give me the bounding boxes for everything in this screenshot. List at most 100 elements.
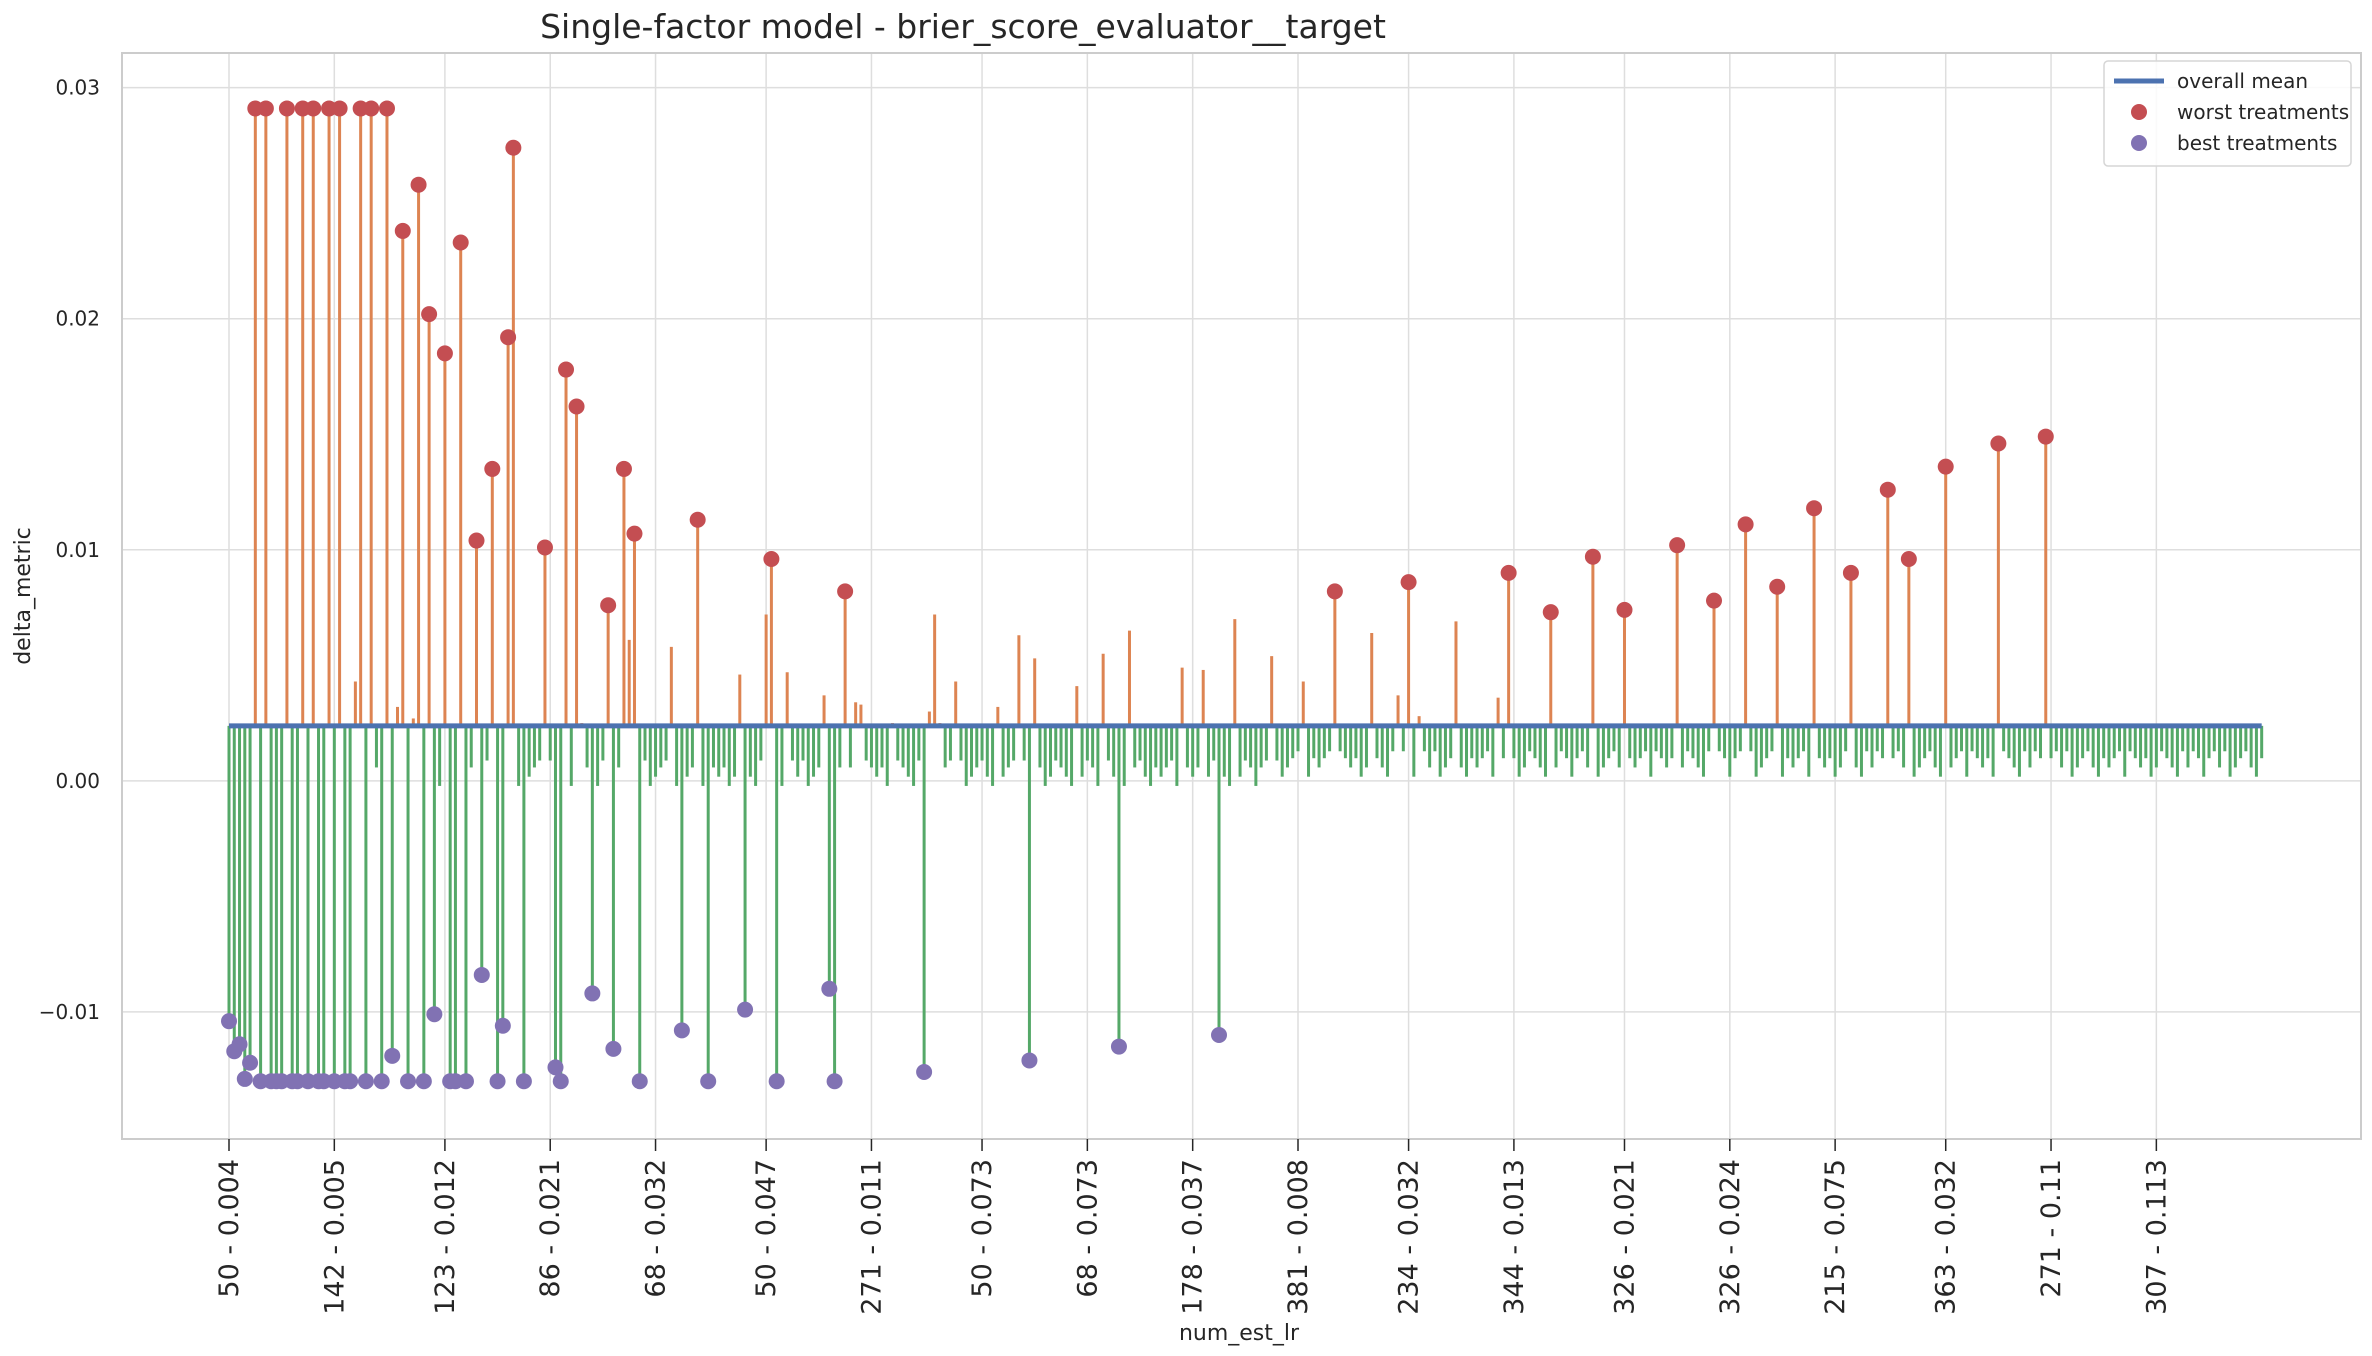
y-tick-label: −0.01 bbox=[39, 1000, 100, 1024]
best-treatment-point bbox=[737, 1001, 754, 1018]
worst-treatment-point bbox=[1737, 516, 1754, 533]
worst-treatment-point bbox=[1500, 564, 1517, 581]
best-treatment-point bbox=[768, 1073, 785, 1090]
worst-treatment-point bbox=[331, 100, 348, 117]
x-tick-label: 142 - 0.005 bbox=[319, 1159, 350, 1315]
worst-treatment-point bbox=[378, 100, 395, 117]
worst-treatment-point bbox=[2037, 428, 2054, 445]
best-treatment-point bbox=[494, 1017, 511, 1034]
worst-treatment-point bbox=[363, 100, 380, 117]
worst-treatment-point bbox=[1326, 583, 1343, 600]
plot-frame bbox=[121, 52, 2362, 1140]
legend-best-swatch bbox=[2131, 135, 2147, 151]
stems bbox=[227, 108, 2264, 1082]
best-treatment-point bbox=[605, 1040, 622, 1057]
worst-treatment-point bbox=[505, 139, 522, 156]
worst-treatment-point bbox=[1937, 458, 1954, 475]
best-treatment-point bbox=[231, 1036, 248, 1053]
worst-treatment-point bbox=[689, 511, 706, 528]
best-treatment-point bbox=[473, 966, 490, 983]
best-treatment-point bbox=[700, 1073, 717, 1090]
best-treatment-point bbox=[426, 1006, 443, 1023]
legend-box bbox=[2103, 60, 2352, 167]
worst-treatment-point bbox=[1879, 481, 1896, 498]
worst-treatment-point bbox=[615, 460, 632, 477]
best-treatment-point bbox=[631, 1073, 648, 1090]
best-treatment-point bbox=[1211, 1027, 1228, 1044]
x-tick-label: 234 - 0.032 bbox=[1394, 1159, 1425, 1315]
best-treatment-point bbox=[236, 1070, 253, 1087]
worst-treatment-point bbox=[1616, 601, 1633, 618]
y-tick-label: 0.02 bbox=[55, 307, 100, 331]
y-axis-label: delta_metric bbox=[11, 527, 36, 665]
worst-treatment-point bbox=[257, 100, 274, 117]
best-treatment-point bbox=[515, 1073, 532, 1090]
x-tick-label: 68 - 0.073 bbox=[1072, 1159, 1103, 1298]
best-treatment-point bbox=[821, 980, 838, 997]
x-tick-label: 307 - 0.113 bbox=[2141, 1159, 2172, 1315]
best-treatment-point bbox=[221, 1013, 237, 1030]
worst-treatment-point bbox=[484, 460, 501, 477]
worst-treatment-point bbox=[1584, 548, 1601, 565]
best-treatment-point bbox=[826, 1073, 843, 1090]
worst-treatment-point bbox=[452, 234, 469, 251]
worst-treatment-point bbox=[626, 525, 643, 542]
worst-treatment-point bbox=[1669, 537, 1686, 554]
x-tick-label: 68 - 0.032 bbox=[641, 1159, 672, 1298]
worst-treatment-point bbox=[410, 176, 427, 193]
best-treatment-point bbox=[584, 985, 601, 1002]
y-tick-label: 0.01 bbox=[55, 538, 100, 562]
worst-treatment-point bbox=[600, 597, 617, 614]
best-treatment-point bbox=[342, 1073, 359, 1090]
worst-treatment-point bbox=[1400, 574, 1417, 591]
worst-treatment-markers bbox=[247, 100, 2054, 621]
best-treatment-markers bbox=[221, 966, 1228, 1090]
worst-treatment-point bbox=[568, 398, 585, 415]
worst-treatment-point bbox=[837, 583, 854, 600]
x-tick-label: 326 - 0.021 bbox=[1609, 1159, 1640, 1315]
y-tick-label: 0.03 bbox=[55, 76, 100, 100]
x-tick-label: 123 - 0.012 bbox=[430, 1159, 461, 1315]
x-tick-label: 271 - 0.11 bbox=[2036, 1159, 2067, 1298]
worst-treatment-point bbox=[305, 100, 322, 117]
worst-treatment-point bbox=[558, 361, 575, 378]
best-treatment-point bbox=[384, 1047, 401, 1064]
worst-treatment-point bbox=[468, 532, 485, 549]
worst-treatment-point bbox=[1806, 500, 1823, 517]
x-tick-label: 50 - 0.073 bbox=[967, 1159, 998, 1298]
best-treatment-point bbox=[916, 1063, 933, 1080]
chart-title: Single-factor model - brier_score_evalua… bbox=[540, 7, 1386, 46]
x-tick-label: 271 - 0.011 bbox=[856, 1159, 887, 1315]
best-treatment-point bbox=[373, 1073, 390, 1090]
legend: overall mean worst treatments best treat… bbox=[2103, 60, 2352, 167]
legend-item-overall-mean: overall mean bbox=[2177, 69, 2308, 93]
y-tick-label: 0.00 bbox=[55, 769, 100, 793]
worst-treatment-point bbox=[421, 306, 438, 323]
y-axis-ticks: 0.03 0.02 0.01 0.00 −0.01 bbox=[39, 76, 100, 1024]
worst-treatment-point bbox=[500, 329, 517, 346]
best-treatment-point bbox=[242, 1054, 259, 1071]
best-treatment-point bbox=[489, 1073, 506, 1090]
legend-item-best-treatments: best treatments bbox=[2177, 131, 2337, 155]
x-tick-label: 363 - 0.032 bbox=[1931, 1159, 1962, 1315]
best-treatment-point bbox=[547, 1059, 564, 1076]
worst-treatment-point bbox=[278, 100, 295, 117]
worst-treatment-point bbox=[394, 222, 411, 239]
best-treatment-point bbox=[673, 1022, 690, 1039]
x-tick-label: 215 - 0.075 bbox=[1820, 1159, 1851, 1315]
worst-treatment-point bbox=[1769, 578, 1786, 595]
legend-item-worst-treatments: worst treatments bbox=[2177, 100, 2349, 124]
x-tick-label: 50 - 0.004 bbox=[214, 1159, 245, 1298]
best-treatment-point bbox=[1110, 1038, 1127, 1055]
worst-treatment-point bbox=[1706, 592, 1723, 609]
x-tick-label: 178 - 0.037 bbox=[1178, 1159, 1209, 1315]
worst-treatment-point bbox=[1900, 551, 1917, 568]
grid-lines bbox=[122, 53, 2361, 1139]
x-axis-ticks: 50 - 0.004 142 - 0.005 123 - 0.012 86 - 0.0… bbox=[214, 1139, 2172, 1315]
x-tick-label: 381 - 0.008 bbox=[1283, 1159, 1314, 1315]
best-treatment-point bbox=[552, 1073, 569, 1090]
best-treatment-point bbox=[415, 1073, 432, 1090]
best-treatment-point bbox=[1021, 1052, 1038, 1069]
